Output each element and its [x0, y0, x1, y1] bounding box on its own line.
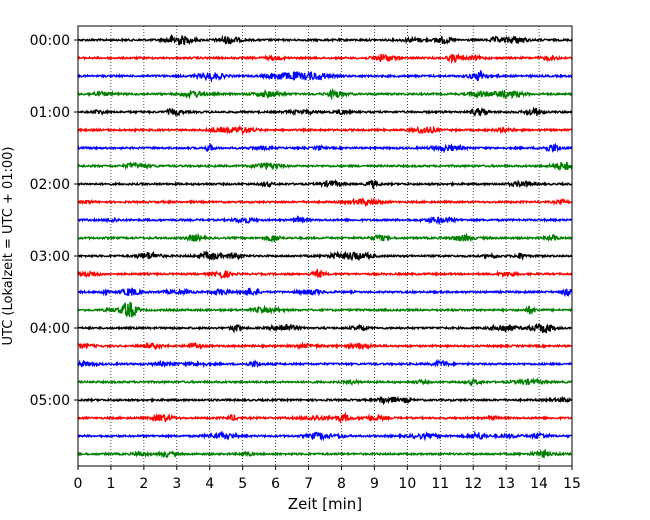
x-tick-label-8: 8: [337, 476, 346, 492]
x-tick-label-14: 14: [530, 476, 548, 492]
x-tick-label-6: 6: [271, 476, 280, 492]
x-tick-label-9: 9: [370, 476, 379, 492]
y-tick-label-5: 05:00: [30, 393, 70, 409]
x-tick-label-12: 12: [464, 476, 482, 492]
trace-9: [77, 179, 573, 190]
trace-2: [77, 52, 573, 65]
trace-15: [77, 286, 573, 298]
x-tick-label-5: 5: [238, 476, 247, 492]
y-tick-label-2: 02:00: [30, 177, 70, 193]
trace-13: [77, 250, 573, 262]
trace-10: [77, 197, 573, 208]
trace-21: [77, 395, 573, 406]
trace-7: [77, 142, 573, 154]
vertical-gridlines: [110, 26, 540, 466]
x-tick-label-1: 1: [106, 476, 115, 492]
x-axis-label: Zeit [min]: [288, 495, 362, 513]
trace-5: [77, 106, 573, 118]
trace-6: [77, 124, 573, 137]
trace-22: [77, 411, 573, 424]
seismic-traces: [77, 33, 573, 459]
trace-19: [77, 358, 573, 369]
x-tick-label-13: 13: [497, 476, 515, 492]
y-tick-label-3: 03:00: [30, 249, 70, 265]
trace-8: [77, 161, 573, 171]
trace-20: [77, 377, 573, 387]
trace-18: [77, 341, 573, 351]
x-tick-label-15: 15: [563, 476, 581, 492]
x-tick-label-3: 3: [172, 476, 181, 492]
x-tick-label-7: 7: [304, 476, 313, 492]
trace-12: [77, 232, 573, 244]
trace-14: [77, 268, 573, 280]
x-tick-label-11: 11: [431, 476, 449, 492]
x-axis-ticks: 0 1 2 3 4 5 6 7 8 9 10 11 12 13 14 15: [74, 466, 581, 492]
plot-frame: [77, 25, 573, 467]
trace-3: [77, 69, 573, 84]
x-tick-label-2: 2: [139, 476, 148, 492]
x-tick-label-0: 0: [74, 476, 83, 492]
trace-24: [77, 448, 573, 459]
trace-11: [77, 214, 573, 226]
trace-17: [77, 323, 573, 334]
trace-23: [77, 430, 573, 442]
y-tick-label-4: 04:00: [30, 321, 70, 337]
y-tick-label-0: 00:00: [30, 33, 70, 49]
x-tick-label-4: 4: [205, 476, 214, 492]
trace-16: [77, 301, 573, 318]
y-axis-label: UTC (Lokalzeit = UTC + 01:00): [1, 147, 16, 346]
trace-4: [77, 87, 573, 101]
trace-1: [77, 33, 573, 46]
y-axis-ticks: 00:00 01:00 02:00 03:00 04:00 05:00: [30, 33, 78, 409]
x-tick-label-10: 10: [398, 476, 416, 492]
y-tick-label-1: 01:00: [30, 105, 70, 121]
